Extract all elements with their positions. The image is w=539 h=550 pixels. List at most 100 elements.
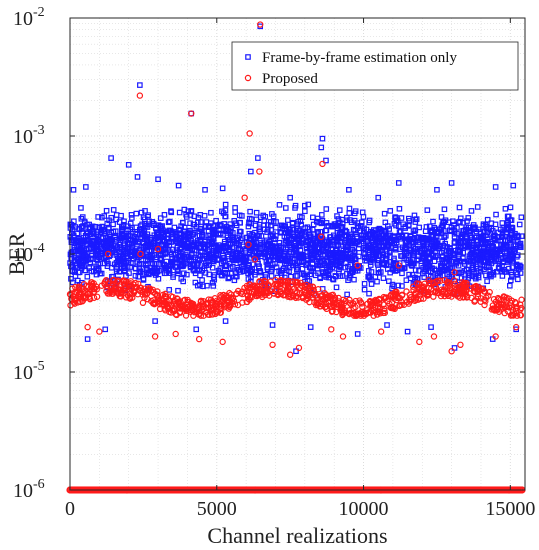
frame-by-frame-marker (176, 226, 182, 233)
frame-by-frame-marker (515, 276, 521, 283)
proposed-marker (405, 300, 412, 307)
proposed-marker (351, 310, 358, 317)
proposed-marker (162, 299, 169, 306)
frame-by-frame-marker (224, 262, 230, 269)
frame-by-frame-marker (168, 209, 175, 216)
frame-by-frame-marker (101, 213, 107, 219)
frame-by-frame-marker (114, 261, 121, 268)
frame-by-frame-marker (482, 239, 489, 246)
frame-by-frame-marker (168, 258, 175, 265)
proposed-point (295, 344, 303, 352)
y-tick-exponent: -5 (33, 359, 45, 374)
frame-by-frame-marker (339, 220, 346, 227)
proposed-marker (157, 296, 164, 304)
frame-by-frame-marker (490, 271, 497, 278)
y-tick-label: 10 (13, 126, 33, 148)
frame-by-frame-point (434, 186, 440, 193)
proposed-marker (139, 299, 147, 307)
frame-by-frame-marker (224, 253, 231, 260)
frame-by-frame-marker (396, 234, 402, 241)
proposed-marker (253, 283, 261, 290)
proposed-marker (368, 301, 375, 309)
frame-by-frame-marker (384, 235, 390, 242)
frame-by-frame-marker (275, 255, 282, 261)
proposed-marker (291, 278, 299, 286)
frame-by-frame-marker (361, 280, 368, 287)
frame-by-frame-marker (468, 208, 475, 214)
frame-by-frame-marker (406, 271, 412, 278)
frame-by-frame-marker (478, 248, 485, 255)
frame-by-frame-marker (414, 248, 421, 255)
frame-by-frame-marker (329, 246, 336, 253)
frame-by-frame-marker (461, 268, 468, 274)
frame-by-frame-marker (384, 266, 391, 272)
frame-by-frame-marker (354, 220, 361, 226)
proposed-point (512, 323, 520, 331)
proposed-marker (75, 284, 83, 292)
frame-by-frame-marker (245, 266, 251, 273)
frame-by-frame-point (248, 168, 254, 175)
frame-by-frame-marker (74, 238, 81, 244)
frame-by-frame-marker (241, 259, 248, 266)
frame-by-frame-point (318, 144, 325, 151)
frame-by-frame-marker (183, 214, 190, 220)
proposed-marker (204, 311, 212, 318)
proposed-marker (391, 293, 399, 300)
frame-by-frame-marker (368, 269, 375, 275)
frame-by-frame-marker (305, 201, 312, 208)
proposed-marker (451, 288, 458, 295)
frame-by-frame-marker (283, 237, 289, 244)
frame-by-frame-marker (296, 227, 303, 234)
frame-by-frame-marker (151, 242, 158, 249)
proposed-point (245, 241, 252, 248)
frame-by-frame-marker (166, 287, 173, 293)
frame-by-frame-point (134, 174, 141, 180)
frame-by-frame-marker (310, 214, 316, 221)
frame-by-frame-marker (505, 218, 511, 225)
frame-by-frame-marker (188, 251, 195, 258)
frame-by-frame-marker (415, 239, 422, 245)
frame-by-frame-marker (250, 236, 257, 243)
frame-by-frame-marker (283, 267, 290, 273)
frame-by-frame-marker (440, 223, 446, 229)
frame-by-frame-point (307, 324, 314, 330)
frame-by-frame-marker (299, 214, 305, 221)
proposed-marker (517, 312, 525, 319)
frame-by-frame-marker (206, 251, 212, 257)
frame-by-frame-marker (321, 262, 328, 268)
frame-by-frame-point (269, 322, 276, 328)
frame-by-frame-marker (149, 219, 156, 225)
frame-by-frame-marker (293, 267, 300, 273)
proposed-marker (255, 292, 262, 299)
proposed-marker (451, 280, 459, 287)
frame-by-frame-marker (84, 236, 91, 243)
frame-by-frame-marker (180, 220, 186, 226)
proposed-marker (328, 308, 336, 315)
proposed-marker (477, 298, 484, 305)
frame-by-frame-marker (474, 242, 481, 249)
proposed-marker (376, 299, 383, 307)
frame-by-frame-marker (458, 239, 465, 245)
proposed-marker (108, 290, 116, 297)
frame-by-frame-marker (392, 244, 399, 251)
proposed-marker (262, 278, 269, 285)
frame-by-frame-marker (300, 254, 307, 260)
frame-by-frame-marker (136, 268, 143, 275)
proposed-marker (479, 286, 487, 293)
frame-by-frame-marker (75, 277, 81, 284)
frame-by-frame-marker (133, 235, 139, 242)
frame-by-frame-marker (325, 222, 332, 229)
proposed-point (84, 323, 91, 331)
proposed-marker (450, 290, 458, 298)
frame-by-frame-marker (166, 239, 173, 245)
frame-by-frame-marker (165, 268, 172, 274)
frame-by-frame-marker (124, 264, 131, 270)
frame-by-frame-marker (411, 249, 417, 256)
proposed-marker (366, 308, 373, 316)
grid (70, 18, 525, 491)
proposed-marker (392, 288, 399, 296)
proposed-marker (352, 297, 359, 305)
frame-by-frame-marker (310, 252, 317, 258)
frame-by-frame-marker (507, 248, 513, 255)
frame-by-frame-marker (505, 257, 512, 263)
